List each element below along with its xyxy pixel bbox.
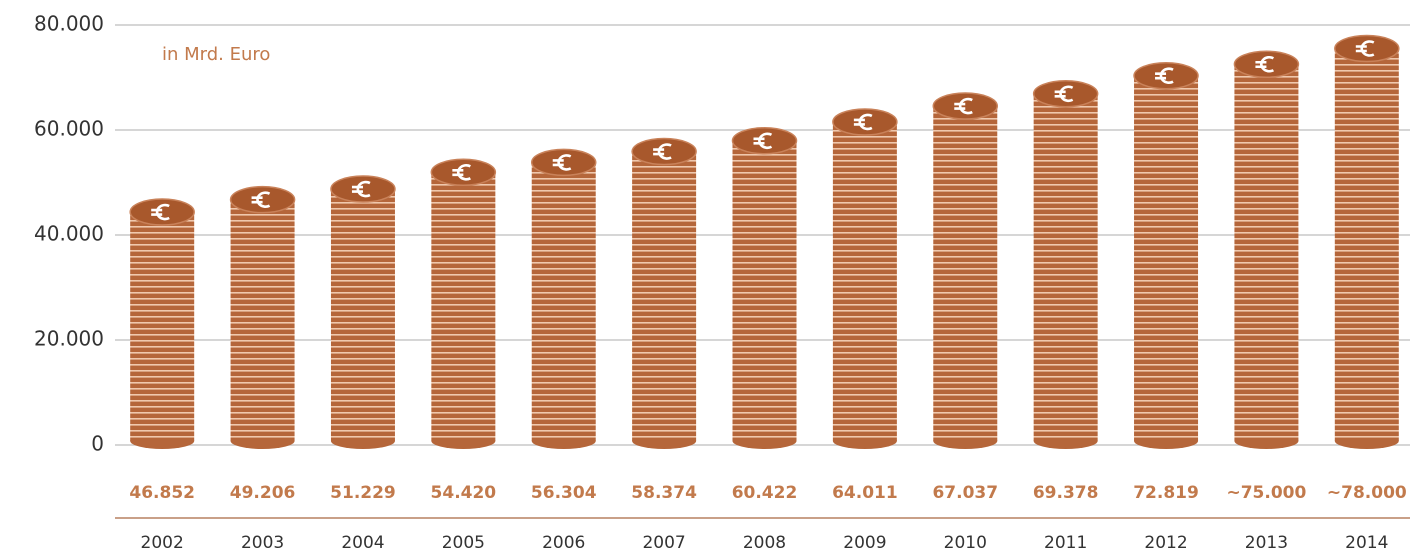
coin-top: [1233, 50, 1300, 78]
x-tick-label: 2012: [1144, 533, 1187, 553]
euro-icon: [552, 154, 572, 171]
coin-top: [1032, 80, 1099, 108]
coin-top: [731, 127, 798, 155]
x-tick-label: 2014: [1345, 533, 1388, 553]
value-label: 54.420: [431, 483, 497, 503]
coin-top: [129, 198, 195, 226]
x-tick-label: 2007: [642, 533, 685, 553]
bar: [431, 172, 496, 442]
value-label: 58.374: [631, 483, 697, 503]
y-tick-label: 20.000: [34, 327, 104, 351]
euro-icon: [1155, 67, 1174, 84]
y-tick-label: 80.000: [34, 12, 104, 36]
euro-icon: [1355, 40, 1375, 57]
value-label: ~78.000: [1327, 483, 1407, 503]
coin-top: [430, 158, 497, 187]
bar: [230, 199, 295, 441]
bar: [732, 140, 797, 442]
bar: [531, 162, 596, 442]
value-label: ~75.000: [1226, 483, 1306, 503]
value-label: 69.378: [1033, 483, 1099, 503]
coin-top: [530, 148, 597, 177]
x-tick-label: 2004: [341, 533, 384, 553]
x-tick-label: 2006: [542, 533, 585, 553]
value-label: 64.011: [832, 483, 898, 503]
value-label: 46.852: [129, 483, 195, 503]
x-tick-label: 2010: [944, 533, 987, 553]
value-label: 67.037: [932, 483, 998, 503]
coin-top: [330, 175, 396, 203]
x-tick-label: 2002: [141, 533, 184, 553]
x-tick-label: 2013: [1245, 533, 1288, 553]
bar: [832, 121, 897, 441]
y-tick-label: 40.000: [34, 222, 104, 246]
bar: [330, 189, 395, 441]
bar: [632, 151, 697, 441]
euro-icon: [954, 97, 973, 115]
coin-top: [631, 137, 697, 166]
bar: [933, 106, 998, 441]
x-tick-label: 2003: [241, 533, 284, 553]
x-tick-label: 2008: [743, 533, 786, 553]
euro-icon: [753, 132, 773, 150]
value-label: 49.206: [230, 483, 296, 503]
value-label: 51.229: [330, 483, 396, 503]
bar: [1033, 93, 1098, 441]
coin-top: [1334, 34, 1400, 63]
euro-icon: [452, 164, 471, 181]
y-tick-label: 0: [91, 432, 104, 456]
x-tick-label: 2011: [1044, 533, 1087, 553]
euro-icon: [151, 203, 170, 221]
euro-icon: [351, 180, 371, 198]
value-label: 72.819: [1133, 483, 1199, 503]
coin-top: [932, 92, 999, 120]
euro-icon: [1054, 85, 1074, 103]
bar: [130, 212, 195, 441]
y-tick-label: 60.000: [34, 117, 104, 141]
euro-icon: [251, 191, 271, 208]
coin-top: [1133, 61, 1199, 90]
euro-icon: [1255, 55, 1275, 73]
bar: [1134, 75, 1199, 441]
value-label: 56.304: [531, 483, 597, 503]
x-tick-label: 2009: [843, 533, 886, 553]
unit-annotation: in Mrd. Euro: [162, 44, 270, 65]
euro-icon: [853, 113, 873, 131]
euro-icon: [653, 143, 672, 160]
coin-top: [832, 108, 898, 136]
value-label: 60.422: [732, 483, 798, 503]
bar: [1234, 64, 1299, 441]
x-tick-label: 2005: [442, 533, 485, 553]
coin-top: [229, 185, 296, 214]
bar: [1334, 48, 1399, 441]
